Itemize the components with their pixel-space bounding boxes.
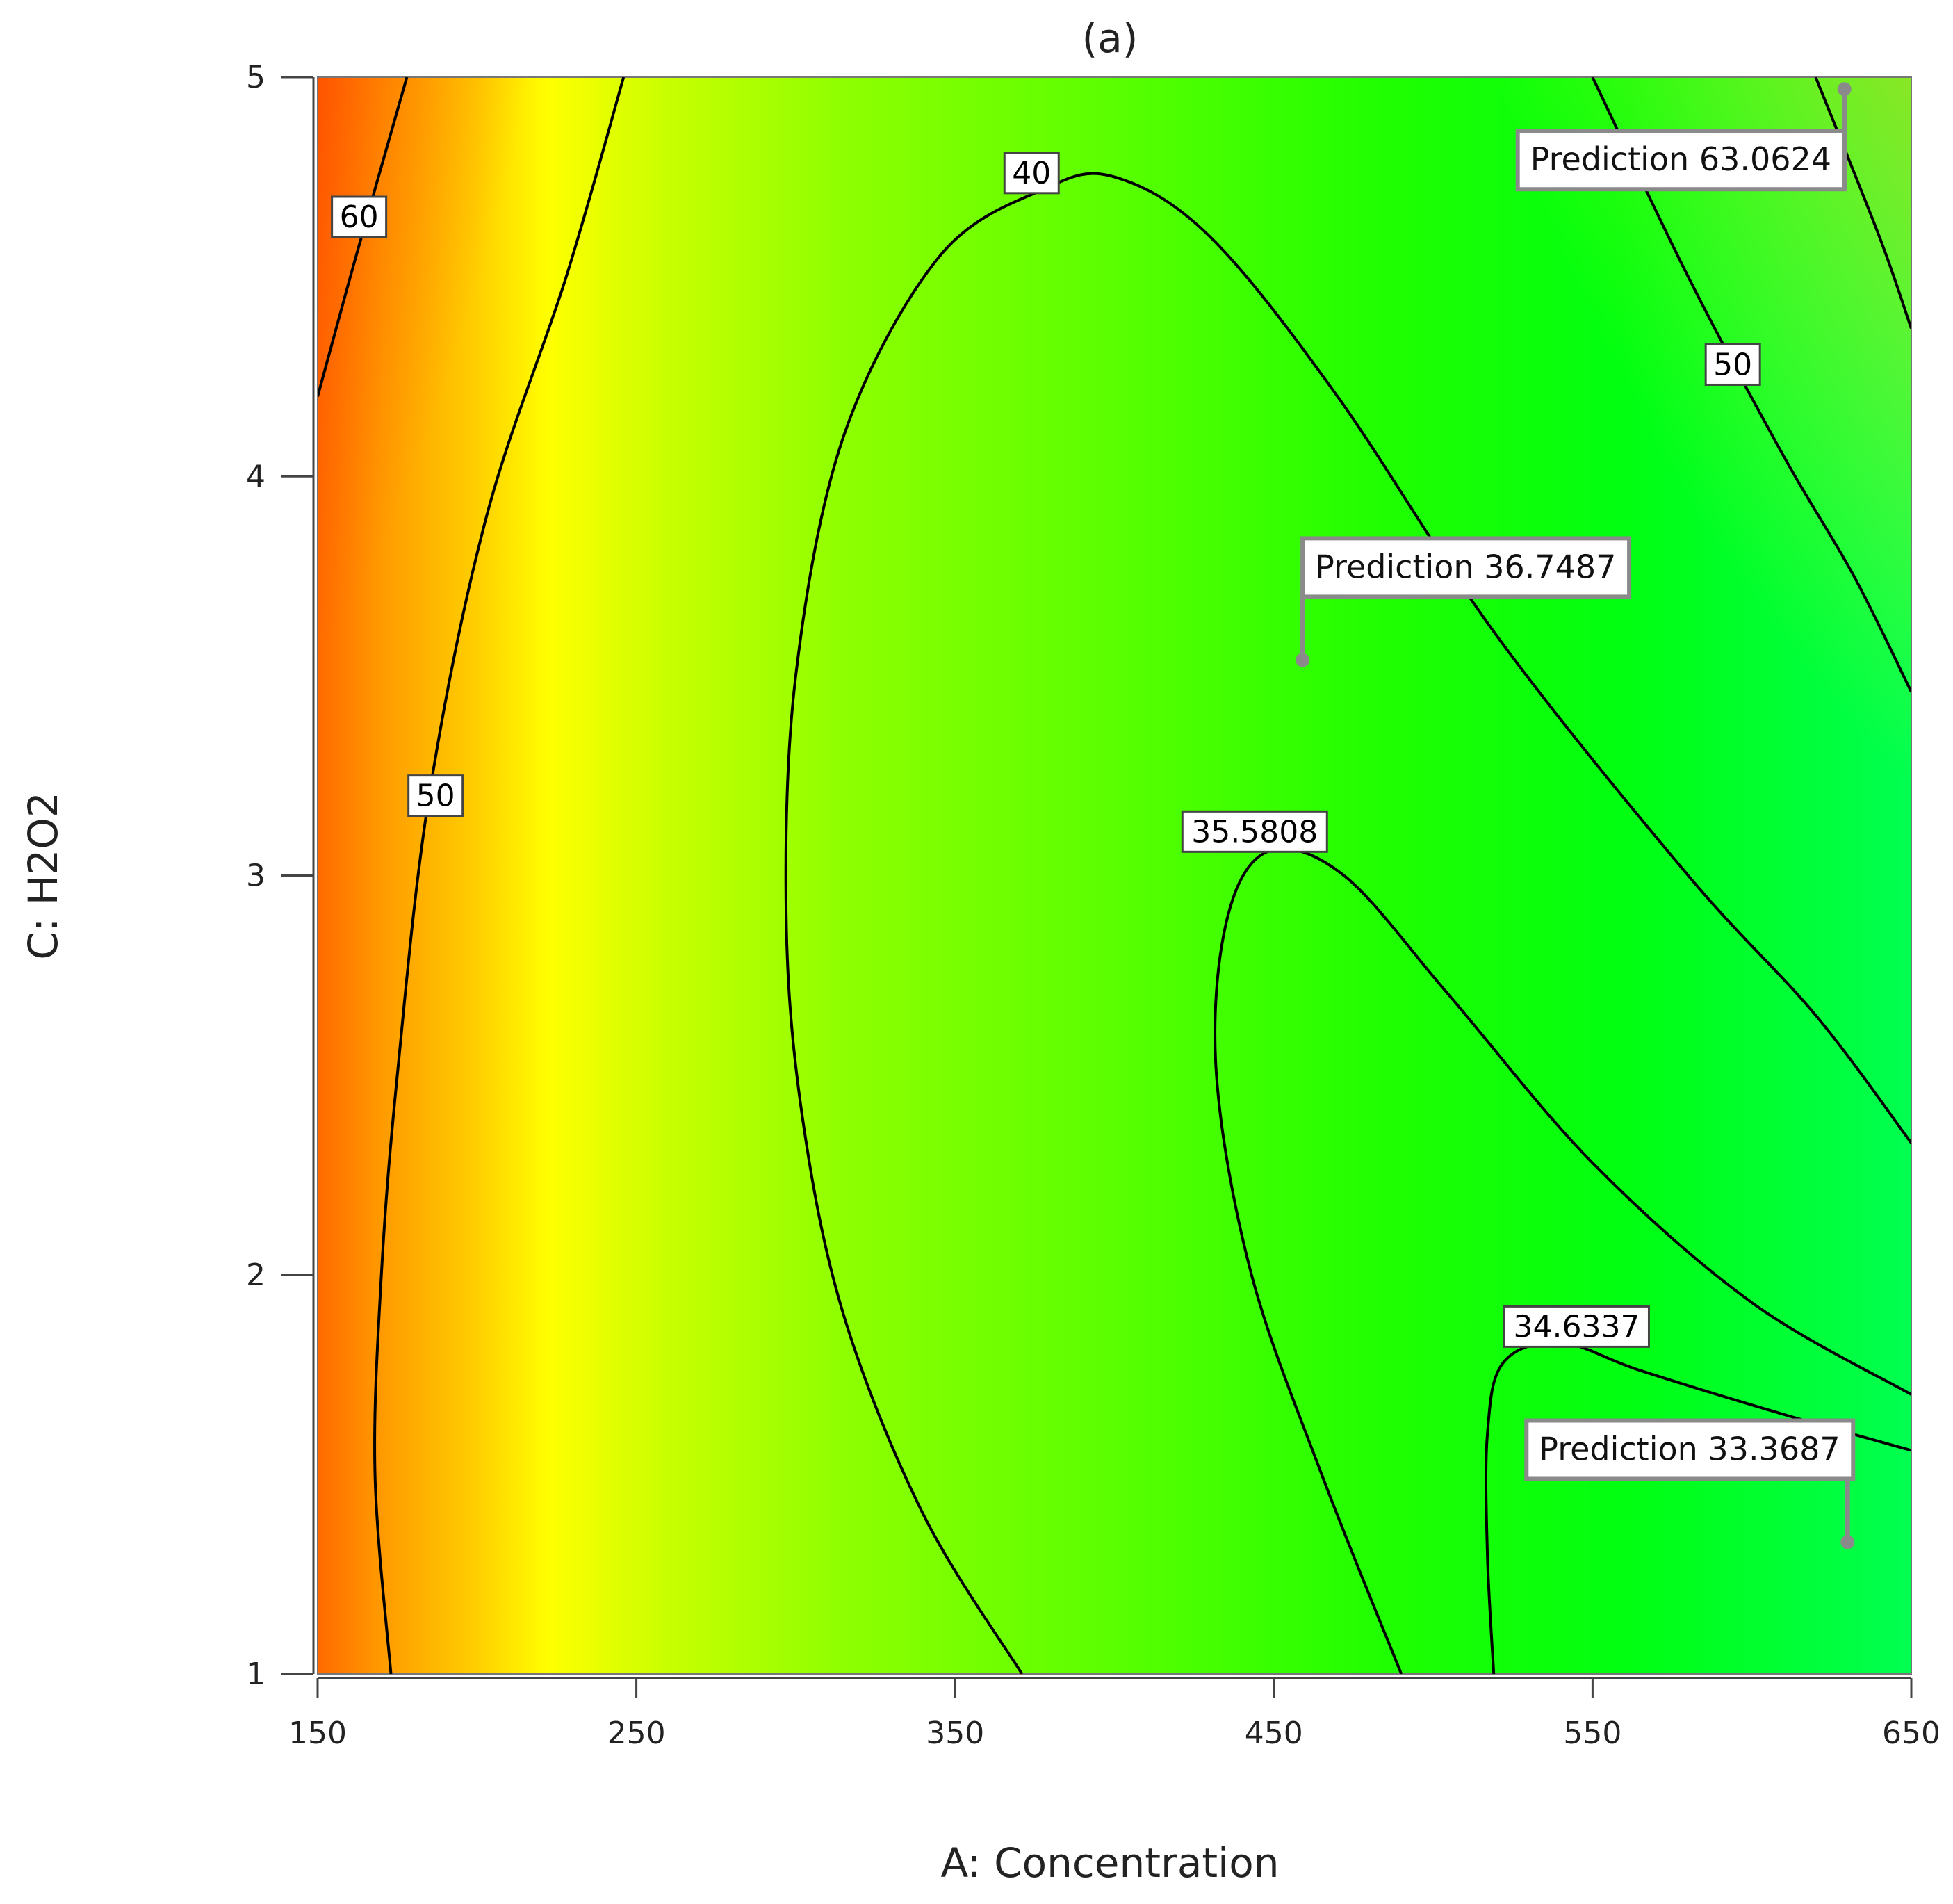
prediction-point [1837, 82, 1852, 97]
prediction-flags: Prediction 63.0624 Prediction 36.7487 Pred… [1296, 82, 1856, 1549]
prediction-box [1300, 536, 1632, 599]
contour-label-5: 50 [1704, 343, 1761, 386]
x-tick-label: 150 [288, 1716, 347, 1751]
x-axis: 150 250 350 450 550 650 [288, 1677, 1940, 1751]
contour-labels: 60 50 40 35.5808 34.6337 50 [331, 152, 1761, 1348]
contour-label-3: 35.5808 [1181, 810, 1328, 853]
contour-label-text: 60 [340, 200, 379, 235]
contour-label-text: 50 [1713, 347, 1752, 382]
prediction-flag-1: Prediction 36.7487 [1296, 536, 1632, 667]
prediction-flag-2: Prediction 33.3687 [1524, 1418, 1856, 1549]
x-tick-label: 250 [607, 1716, 666, 1751]
prediction-text: Prediction 36.7487 [1315, 548, 1616, 585]
contour-label-box [331, 195, 388, 238]
contour-line-1 [373, 77, 626, 1674]
contour-line-6 [1814, 77, 1911, 329]
contour-label-box [1503, 1305, 1650, 1348]
contour-label-4: 34.6337 [1503, 1305, 1650, 1348]
y-axis-title: C: H2O2 [19, 792, 67, 960]
y-tick-label: 4 [246, 459, 265, 494]
x-tick-label: 550 [1563, 1716, 1621, 1751]
prediction-point [1840, 1535, 1855, 1549]
y-axis: 1 2 3 4 5 [246, 60, 315, 1692]
y-tick-label: 3 [246, 859, 265, 894]
prediction-text: Prediction 33.3687 [1539, 1430, 1840, 1467]
y-tick-label: 2 [246, 1258, 265, 1293]
prediction-flag-0: Prediction 63.0624 [1515, 82, 1852, 192]
contour-label-text: 35.5808 [1191, 814, 1318, 849]
contour-label-0: 60 [331, 195, 388, 238]
x-tick-label: 350 [926, 1716, 984, 1751]
plot-frame [317, 76, 1912, 1675]
contour-line-5 [1591, 77, 1911, 693]
prediction-text: Prediction 63.0624 [1530, 140, 1831, 178]
y-tick-label: 1 [246, 1657, 265, 1692]
contour-label-box [1181, 810, 1328, 853]
x-tick-label: 450 [1245, 1716, 1303, 1751]
contour-label-box [1003, 152, 1060, 195]
contour-label-text: 34.6337 [1513, 1309, 1640, 1344]
prediction-box [1515, 129, 1847, 192]
contour-label-text: 50 [416, 779, 455, 814]
contour-line-0 [318, 77, 409, 397]
contour-label-text: 40 [1012, 156, 1051, 191]
y-tick-label: 5 [246, 60, 265, 95]
chart-title: (a) [1082, 15, 1138, 62]
contour-label-1: 50 [407, 774, 464, 817]
x-axis-title: A: Concentration [941, 1839, 1280, 1887]
prediction-point [1296, 653, 1310, 667]
contour-label-2: 40 [1003, 152, 1060, 195]
contour-label-box [407, 774, 464, 817]
contour-line-2 [784, 172, 1911, 1674]
contour-lines [318, 77, 1911, 1674]
x-tick-label: 650 [1882, 1716, 1940, 1751]
prediction-box [1524, 1418, 1856, 1481]
contour-label-box [1704, 343, 1761, 386]
